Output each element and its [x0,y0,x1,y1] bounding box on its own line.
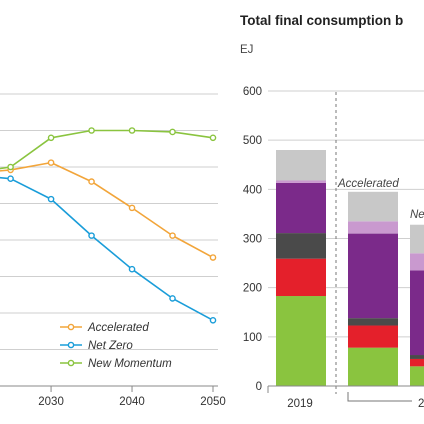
line-point-accelerated [128,204,136,212]
line-x-tick-label: 2040 [119,396,145,408]
legend-marker-accelerated [67,323,75,331]
bar-y-tick-label: 200 [243,283,262,295]
line-chart-x-ticks: 2030 2040 2050 [38,386,226,408]
bar-segment-accelerated-3 [348,233,398,319]
bar-segment-accelerated-5 [348,191,398,222]
bar-segment-ne-0 [410,366,424,386]
line-point-new-momentum [169,128,176,136]
legend-marker-new-momentum [67,359,75,367]
line-series-accelerated [0,161,214,259]
line-point-new-momentum [209,134,217,142]
bar-y-tick-label: 100 [243,332,262,344]
bar-chart-stacks [276,150,424,386]
line-point-new-momentum [88,127,95,134]
bar-y-tick-label: 300 [243,234,262,246]
bar-segment-ne-2 [410,355,424,359]
line-chart-gridlines [0,93,218,350]
bar-y-tick-label: 600 [243,86,262,98]
bar-segment-2019-5 [276,150,326,181]
line-series-new-momentum [0,129,214,170]
line-x-tick-label: 2030 [38,396,64,408]
bar-chart-x-label-scenario-year: 2 [418,398,424,410]
line-point-new-momentum [7,163,14,171]
bar-segment-accelerated-2 [348,318,398,326]
legend-label-new-momentum: New Momentum [88,358,172,370]
line-point-new-momentum [128,127,136,134]
line-point-net-zero [7,175,14,182]
legend-label-net-zero: Net Zero [88,340,133,352]
legend-label-accelerated: Accelerated [87,322,149,334]
bar-annotation-net-zero: Ne [410,209,424,221]
bar-segment-2019-1 [276,258,326,297]
line-point-net-zero [209,316,217,324]
bar-y-tick-label: 400 [243,184,262,196]
line-point-net-zero [88,232,95,239]
bar-segment-ne-5 [410,224,424,254]
line-point-accelerated [88,178,95,185]
bar-segment-accelerated-0 [348,347,398,386]
bar-segment-accelerated-1 [348,325,398,348]
bar-chart-x-label-2019: 2019 [287,398,313,410]
bar-chart-scenario-bracket [347,392,412,402]
line-point-accelerated [47,159,55,166]
line-point-net-zero [128,265,136,273]
line-chart: 2030 2040 2050 Accelerated Net Zero New Mo… [0,93,226,408]
line-point-accelerated [209,254,217,261]
bar-y-tick-label: 500 [243,135,262,147]
line-point-accelerated [169,232,176,239]
bar-segment-ne-1 [410,358,424,367]
line-point-net-zero [47,195,55,203]
bar-segment-2019-0 [276,296,326,386]
bar-segment-accelerated-4 [348,221,398,234]
bar-chart-unit: EJ [240,44,253,56]
bar-segment-2019-4 [276,180,326,183]
bar-chart-y-ticks: 0 100 200 300 400 500 600 [243,86,262,393]
line-point-net-zero [169,295,176,302]
line-chart-legend: Accelerated Net Zero New Momentum [60,322,172,370]
legend-marker-net-zero [67,341,75,349]
line-x-tick-label: 2050 [200,396,226,408]
bar-chart-title: Total final consumption b [240,13,403,28]
bar-segment-ne-3 [410,270,424,356]
line-chart-series [0,127,217,324]
bar-segment-2019-2 [276,233,326,259]
line-series-net-zero [0,176,214,322]
bar-segment-ne-4 [410,253,424,271]
bar-segment-2019-3 [276,182,326,234]
bar-chart: Total final consumption b EJ 0 100 200 300 4… [240,13,424,410]
line-point-new-momentum [47,134,55,142]
bar-annotation-accelerated: Accelerated [337,178,399,190]
bar-y-tick-label: 0 [256,381,262,393]
